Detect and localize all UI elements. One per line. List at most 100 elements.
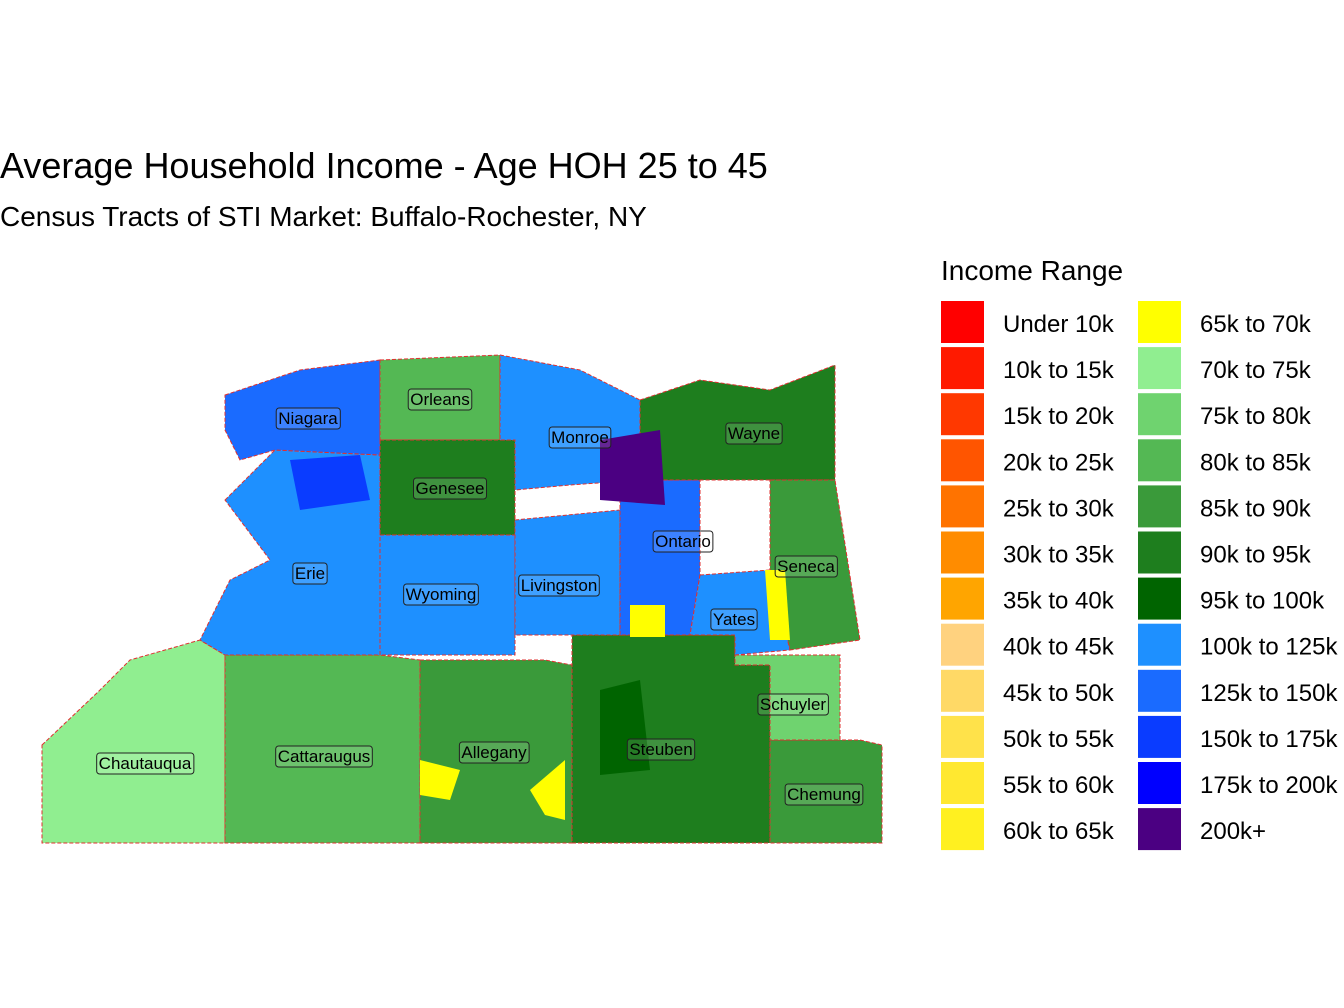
legend-swatch bbox=[941, 531, 984, 574]
legend-label: 15k to 20k bbox=[1003, 403, 1115, 430]
legend-swatch bbox=[1138, 762, 1181, 804]
tract-patch bbox=[290, 455, 370, 510]
legend-label: 200k+ bbox=[1200, 818, 1266, 845]
tract-patch bbox=[420, 760, 460, 800]
label-box bbox=[757, 693, 829, 716]
label-box bbox=[774, 555, 838, 578]
county-name: Steuben bbox=[629, 740, 692, 759]
county-name: Schuyler bbox=[760, 695, 826, 714]
legend-label: 85k to 90k bbox=[1200, 495, 1312, 522]
county-label: Wayne bbox=[725, 422, 783, 445]
county-name: Chautauqua bbox=[99, 754, 192, 773]
county-label: Ontario bbox=[652, 530, 714, 553]
county-name: Cattaraugus bbox=[278, 747, 371, 766]
legend-swatch bbox=[941, 715, 984, 758]
county-label: Monroe bbox=[548, 426, 612, 449]
legend: Under 10k 10k to 15k 15k to 20k 20k to 25k 2… bbox=[941, 301, 1338, 851]
label-box bbox=[275, 407, 341, 430]
county-label: Orleans bbox=[407, 388, 473, 411]
label-box bbox=[784, 783, 864, 806]
legend-swatch bbox=[941, 577, 984, 620]
legend-swatch bbox=[1138, 439, 1181, 482]
legend-label: 95k to 100k bbox=[1200, 588, 1325, 615]
legend-label: 20k to 25k bbox=[1003, 449, 1115, 476]
legend-label: 45k to 50k bbox=[1003, 680, 1115, 707]
legend-label: 25k to 30k bbox=[1003, 495, 1115, 522]
county-label: Cattaraugus bbox=[275, 745, 373, 768]
tract-patch bbox=[530, 760, 565, 820]
legend-label: 150k to 175k bbox=[1200, 726, 1338, 753]
subtitle: Census Tracts of STI Market: Buffalo-Roc… bbox=[0, 201, 647, 232]
county-label: Schuyler bbox=[757, 693, 829, 716]
legend-label: 30k to 35k bbox=[1003, 542, 1115, 569]
legend-label: Under 10k bbox=[1003, 311, 1115, 338]
legend-swatch bbox=[1138, 531, 1181, 574]
legend-label: 10k to 15k bbox=[1003, 357, 1115, 384]
county-label: Livingston bbox=[518, 574, 600, 597]
legend-label: 125k to 150k bbox=[1200, 680, 1338, 707]
legend-title: Income Range bbox=[941, 255, 1123, 286]
legend-label: 55k to 60k bbox=[1003, 772, 1115, 799]
label-box bbox=[652, 530, 714, 553]
legend-label: 50k to 55k bbox=[1003, 726, 1115, 753]
legend-swatch bbox=[941, 623, 984, 666]
county-shape bbox=[769, 739, 883, 844]
county-shape bbox=[224, 359, 381, 461]
tract-patch bbox=[765, 570, 790, 640]
label-box bbox=[275, 745, 373, 768]
county-name: Livingston bbox=[521, 576, 598, 595]
label-box bbox=[403, 583, 479, 606]
legend-swatch bbox=[941, 485, 984, 528]
legend-swatch bbox=[941, 301, 984, 343]
legend-label: 75k to 80k bbox=[1200, 403, 1312, 430]
legend-label: 90k to 95k bbox=[1200, 542, 1312, 569]
legend-swatch bbox=[941, 347, 984, 390]
label-box bbox=[626, 738, 696, 761]
label-box bbox=[518, 574, 600, 597]
county-name: Seneca bbox=[777, 557, 835, 576]
county-name: Yates bbox=[713, 610, 755, 629]
county-label: Chemung bbox=[784, 783, 864, 806]
legend-swatch bbox=[1138, 301, 1181, 343]
legend-label: 35k to 40k bbox=[1003, 588, 1115, 615]
county-map bbox=[41, 354, 883, 844]
legend-swatch bbox=[1138, 577, 1181, 620]
county-shape bbox=[689, 569, 791, 656]
legend-swatch bbox=[1138, 715, 1181, 758]
label-box bbox=[292, 562, 328, 585]
label-box bbox=[725, 422, 783, 445]
county-name: Genesee bbox=[416, 479, 485, 498]
legend-swatch bbox=[1138, 485, 1181, 528]
legend-label: 40k to 45k bbox=[1003, 634, 1115, 661]
label-box bbox=[96, 752, 195, 775]
label-box bbox=[458, 741, 530, 764]
legend-swatch bbox=[941, 439, 984, 482]
label-box bbox=[413, 477, 487, 500]
county-name: Niagara bbox=[278, 409, 338, 428]
legend-label: 65k to 70k bbox=[1200, 311, 1312, 338]
county-label: Niagara bbox=[275, 407, 341, 430]
county-name: Chemung bbox=[787, 785, 861, 804]
county-labels: Niagara Orleans Monroe Wayne Genesee Ontario S… bbox=[96, 388, 864, 806]
legend-swatch bbox=[1138, 393, 1181, 436]
county-shape bbox=[734, 654, 841, 741]
label-box bbox=[407, 388, 473, 411]
county-label: Erie bbox=[292, 562, 328, 585]
legend-swatch bbox=[941, 762, 984, 804]
tract-patch bbox=[600, 430, 665, 505]
legend-swatch bbox=[1138, 623, 1181, 666]
label-box bbox=[548, 426, 612, 449]
county-name: Monroe bbox=[551, 428, 609, 447]
legend-label: 100k to 125k bbox=[1200, 634, 1338, 661]
legend-swatch bbox=[1138, 347, 1181, 390]
county-shape bbox=[514, 509, 621, 636]
county-label: Steuben bbox=[626, 738, 696, 761]
county-name: Orleans bbox=[410, 390, 470, 409]
county-label: Wyoming bbox=[403, 583, 479, 606]
county-label: Chautauqua bbox=[96, 752, 195, 775]
legend-swatch bbox=[941, 669, 984, 712]
tract-patch bbox=[630, 605, 665, 637]
legend-swatch bbox=[1138, 669, 1181, 712]
county-name: Wyoming bbox=[406, 585, 477, 604]
